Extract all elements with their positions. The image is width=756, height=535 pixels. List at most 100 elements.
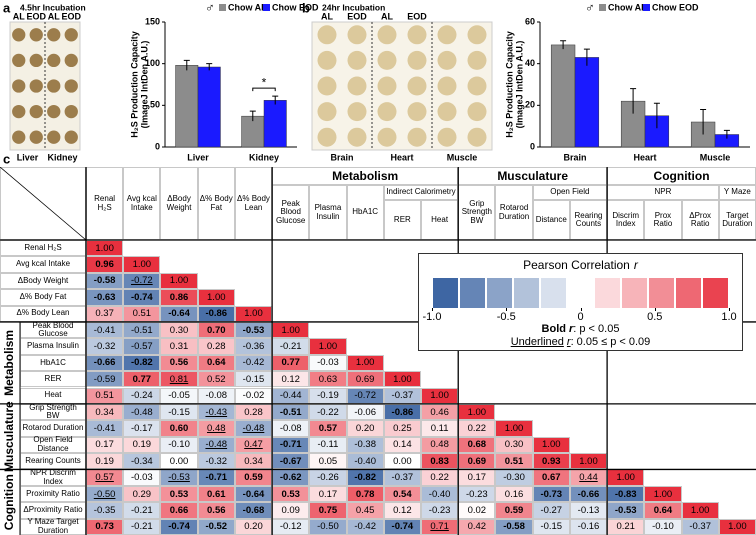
colorbar-swatch bbox=[541, 278, 566, 308]
colorbar-title-text: Pearson Correlation bbox=[523, 257, 630, 272]
column-label: Δ% Body Fat bbox=[197, 167, 235, 240]
heatmap-cell: 1.00 bbox=[681, 502, 719, 519]
y-tick-label: 100 bbox=[145, 58, 160, 68]
colorbar-swatch bbox=[460, 278, 485, 308]
well bbox=[12, 28, 26, 42]
heatmap-cell: 1.00 bbox=[458, 403, 496, 421]
column-label: Prox Ratio bbox=[644, 200, 682, 240]
error-bar bbox=[723, 129, 730, 139]
well bbox=[437, 76, 457, 96]
heatmap-cell: 0.19 bbox=[123, 436, 161, 454]
heatmap-cell: 0.59 bbox=[234, 469, 273, 486]
column-label: Avg kcal Intake bbox=[123, 167, 161, 240]
heatmap-cell: 0.51 bbox=[495, 453, 533, 470]
row-label: Avg kcal Intake bbox=[0, 256, 86, 273]
heatmap-cell: 1.00 bbox=[160, 272, 198, 290]
column-label: ΔProx Ratio bbox=[681, 200, 719, 240]
colorbar-swatch bbox=[649, 278, 674, 308]
heatmap-cell: -0.05 bbox=[160, 387, 198, 404]
colorbar-tick bbox=[729, 308, 730, 311]
well bbox=[29, 53, 43, 68]
heatmap-cell: 0.00 bbox=[383, 453, 421, 470]
heatmap-cell: 0.48 bbox=[197, 420, 235, 437]
colorbar-tick-label: 0 bbox=[577, 310, 584, 323]
heatmap-cell: 0.51 bbox=[123, 305, 161, 322]
well bbox=[29, 28, 43, 42]
x-tick-label: Muscle bbox=[700, 152, 731, 162]
well bbox=[64, 130, 78, 144]
heatmap-cell: -0.63 bbox=[86, 289, 124, 306]
tissue-label: Muscle bbox=[447, 152, 478, 162]
well bbox=[29, 79, 43, 93]
column-label: Grip Strength BW bbox=[458, 185, 496, 240]
column-label: ΔBody Weight bbox=[160, 167, 198, 240]
heatmap-cell: -0.27 bbox=[532, 502, 570, 519]
heatmap-cell: -0.66 bbox=[569, 485, 608, 503]
heatmap-cell: -0.66 bbox=[86, 354, 124, 372]
heatmap-cell: -0.37 bbox=[383, 387, 421, 404]
column-label: Rotarod Duration bbox=[495, 185, 533, 240]
well bbox=[12, 130, 26, 144]
bar bbox=[574, 57, 600, 148]
x-tick-label: Liver bbox=[187, 152, 209, 162]
subgroup-header: Y Maze bbox=[718, 185, 756, 200]
row-label: Renal H₂S bbox=[0, 240, 86, 257]
heatmap-cell: 0.56 bbox=[160, 354, 198, 372]
well bbox=[64, 79, 78, 93]
heatmap-cell: 0.17 bbox=[86, 436, 124, 454]
error-bar bbox=[700, 109, 707, 135]
heatmap-cell: 0.61 bbox=[197, 485, 235, 503]
heatmap-cell: 0.20 bbox=[346, 420, 384, 437]
heatmap-cell: 0.96 bbox=[86, 256, 124, 273]
colorbar-swatch bbox=[514, 278, 539, 308]
legend-swatch bbox=[599, 4, 606, 11]
row-label: Peak Blood Glucose bbox=[20, 321, 86, 339]
heatmap-cell: -0.52 bbox=[197, 518, 235, 535]
column-label: AL bbox=[48, 11, 60, 21]
heatmap-cell: 0.48 bbox=[421, 436, 459, 454]
heatmap-cell: 0.12 bbox=[272, 371, 310, 388]
column-label: Heat bbox=[421, 200, 459, 240]
heatmap-cell: -0.23 bbox=[458, 485, 496, 503]
heatmap-cell: -0.58 bbox=[86, 272, 124, 290]
well bbox=[377, 127, 397, 147]
heatmap-cell: 0.73 bbox=[86, 518, 124, 535]
corner bbox=[0, 167, 86, 240]
row-label: NPR Discrim Index bbox=[20, 468, 86, 486]
heatmap-cell: -0.36 bbox=[234, 338, 273, 355]
well bbox=[12, 79, 26, 93]
well bbox=[347, 25, 367, 45]
heatmap-cell: -0.19 bbox=[309, 387, 347, 404]
heatmap-cell: -0.34 bbox=[123, 453, 161, 470]
well bbox=[29, 104, 43, 119]
heatmap-cell: 0.64 bbox=[197, 354, 235, 372]
y-tick-label: 60 bbox=[525, 16, 535, 26]
well bbox=[47, 53, 61, 68]
heatmap-cell: 0.77 bbox=[272, 354, 310, 372]
row-label: Proximity Ratio bbox=[20, 485, 86, 503]
heatmap-cell: 0.93 bbox=[532, 453, 570, 470]
heatmap-cell: 0.14 bbox=[383, 436, 421, 454]
well bbox=[407, 50, 427, 70]
plate-title: 4.5hr Incubation bbox=[20, 2, 86, 12]
heatmap-cell: 0.25 bbox=[383, 420, 421, 437]
heatmap-cell: -0.03 bbox=[123, 469, 161, 486]
colorbar-swatch bbox=[568, 278, 593, 308]
well bbox=[437, 50, 457, 70]
column-label: Peak Blood Glucose bbox=[272, 185, 310, 240]
well bbox=[347, 127, 367, 147]
heatmap-cell: -0.42 bbox=[234, 354, 273, 372]
y-axis-label: (ImageJ IntDen A.U.) bbox=[139, 41, 149, 129]
column-label: Discrim Index bbox=[607, 200, 645, 240]
row-group-label: Metabolism bbox=[2, 330, 16, 396]
heatmap-cell: 0.66 bbox=[160, 502, 198, 519]
well bbox=[64, 53, 78, 68]
heatmap-cell: -0.16 bbox=[569, 518, 608, 535]
heatmap-cell: 0.69 bbox=[346, 371, 384, 388]
y-tick-label: 0 bbox=[155, 141, 160, 151]
well bbox=[317, 76, 337, 96]
heatmap-cell: -0.03 bbox=[309, 354, 347, 372]
heatmap-cell: 0.60 bbox=[160, 420, 198, 437]
legend-title: ♂ bbox=[205, 0, 215, 14]
error-bar bbox=[583, 48, 590, 66]
